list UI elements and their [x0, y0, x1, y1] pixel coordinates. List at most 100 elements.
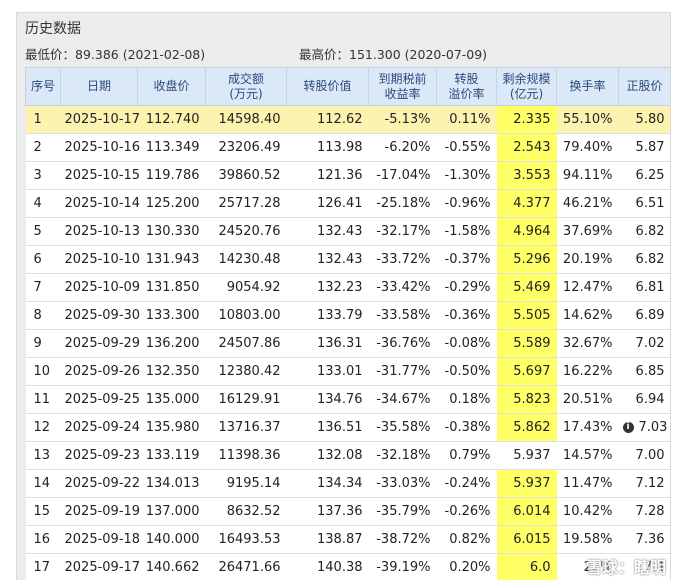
cell-stock-price: 7.12 — [619, 470, 671, 498]
cell-remaining: 5.505 — [497, 302, 557, 330]
header-conv-value[interactable]: 转股价值 — [287, 68, 369, 106]
cell-ytm: -6.20% — [369, 134, 437, 162]
cell-date-value: 2025-10-17 — [65, 112, 141, 127]
cell-amount-value: 10803.00 — [218, 308, 280, 323]
cell-index: 6 — [26, 246, 61, 274]
cell-premium: -0.50% — [437, 358, 497, 386]
cell-ytm-value: -31.77% — [376, 364, 430, 379]
cell-stock-price-value: 6.94 — [636, 392, 665, 407]
cell-premium-value: -0.08% — [445, 336, 491, 351]
cell-conv-value: 132.43 — [287, 246, 369, 274]
cell-amount-value: 13716.37 — [218, 420, 280, 435]
header-date-text: 日期 — [87, 79, 111, 93]
cell-premium: -0.24% — [437, 470, 497, 498]
cell-conv-value: 136.31 — [287, 330, 369, 358]
cell-date: 2025-09-25 — [61, 386, 138, 414]
cell-conv-value-value: 136.51 — [317, 420, 363, 435]
header-close[interactable]: 收盘价 — [138, 68, 206, 106]
cell-premium: -1.58% — [437, 218, 497, 246]
cell-date-value: 2025-10-16 — [65, 140, 141, 155]
cell-stock-price-value: 5.80 — [636, 112, 665, 127]
cell-premium-value: 0.18% — [449, 392, 490, 407]
cell-amount: 16493.53 — [206, 526, 287, 554]
cell-stock-price-value: 7.00 — [636, 448, 665, 463]
cell-remaining-value: 5.937 — [513, 448, 550, 463]
cell-amount: 23206.49 — [206, 134, 287, 162]
header-ytm[interactable]: 到期税前收益率 — [369, 68, 437, 106]
cell-date: 2025-09-18 — [61, 526, 138, 554]
cell-amount: 24520.76 — [206, 218, 287, 246]
cell-turnover: 19.58% — [557, 526, 619, 554]
cell-stock-price: 7.00 — [619, 442, 671, 470]
cell-stock-price-value: 6.81 — [636, 280, 665, 295]
cell-index-value: 2 — [34, 140, 42, 155]
cell-close: 140.662 — [138, 554, 206, 580]
cell-conv-value-value: 140.38 — [317, 560, 363, 575]
cell-amount-value: 16493.53 — [218, 532, 280, 547]
cell-stock-price: 6.94 — [619, 386, 671, 414]
cell-amount-value: 23206.49 — [218, 140, 280, 155]
header-premium[interactable]: 转股溢价率 — [437, 68, 497, 106]
cell-premium: -0.38% — [437, 414, 497, 442]
cell-date-value: 2025-10-10 — [65, 252, 141, 267]
header-index[interactable]: 序号 — [26, 68, 61, 106]
cell-amount-value: 24507.86 — [218, 336, 280, 351]
cell-conv-value: 138.87 — [287, 526, 369, 554]
cell-close-value: 135.980 — [146, 420, 200, 435]
cell-close: 130.330 — [138, 218, 206, 246]
cell-conv-value-value: 132.43 — [317, 224, 363, 239]
cell-turnover: 94.11% — [557, 162, 619, 190]
header-date[interactable]: 日期 — [61, 68, 138, 106]
cell-amount-value: 24520.76 — [218, 224, 280, 239]
cell-date-value: 2025-09-30 — [65, 308, 141, 323]
cell-ytm-value: -17.04% — [376, 168, 430, 183]
cell-conv-value-value: 138.87 — [317, 532, 363, 547]
cell-close: 135.980 — [138, 414, 206, 442]
cell-turnover-value: 32.67% — [563, 336, 613, 351]
cell-turnover: 16.22% — [557, 358, 619, 386]
cell-turnover-value: 79.40% — [563, 140, 613, 155]
info-icon[interactable]: i — [623, 422, 634, 433]
cell-turnover-value: 11.47% — [563, 476, 613, 491]
cell-close: 136.200 — [138, 330, 206, 358]
cell-index-value: 11 — [34, 392, 51, 407]
cell-stock-price: 6.82 — [619, 218, 671, 246]
cell-remaining-value: 5.937 — [513, 476, 550, 491]
cell-premium: 0.82% — [437, 526, 497, 554]
cell-remaining-value: 6.015 — [513, 532, 550, 547]
header-stock-price[interactable]: 正股价 — [619, 68, 671, 106]
cell-date: 2025-10-17 — [61, 106, 138, 134]
cell-premium-value: -0.37% — [445, 252, 491, 267]
header-amount[interactable]: 成交额(万元) — [206, 68, 287, 106]
header-remaining[interactable]: 剩余规模(亿元) — [497, 68, 557, 106]
cell-conv-value: 137.36 — [287, 498, 369, 526]
cell-remaining-value: 2.335 — [513, 112, 550, 127]
cell-index-value: 6 — [34, 252, 42, 267]
cell-close-value: 131.850 — [146, 280, 200, 295]
cell-premium: -0.08% — [437, 330, 497, 358]
cell-close: 133.300 — [138, 302, 206, 330]
cell-index-value: 17 — [34, 560, 51, 575]
cell-remaining-value: 5.697 — [513, 364, 550, 379]
history-data-panel: 历史数据 最低价：89.386 (2021-02-08) 最高价：151.300… — [16, 12, 671, 580]
cell-turnover-value: 16.22% — [563, 364, 613, 379]
cell-premium-value: 0.82% — [449, 532, 490, 547]
header-turnover[interactable]: 换手率 — [557, 68, 619, 106]
